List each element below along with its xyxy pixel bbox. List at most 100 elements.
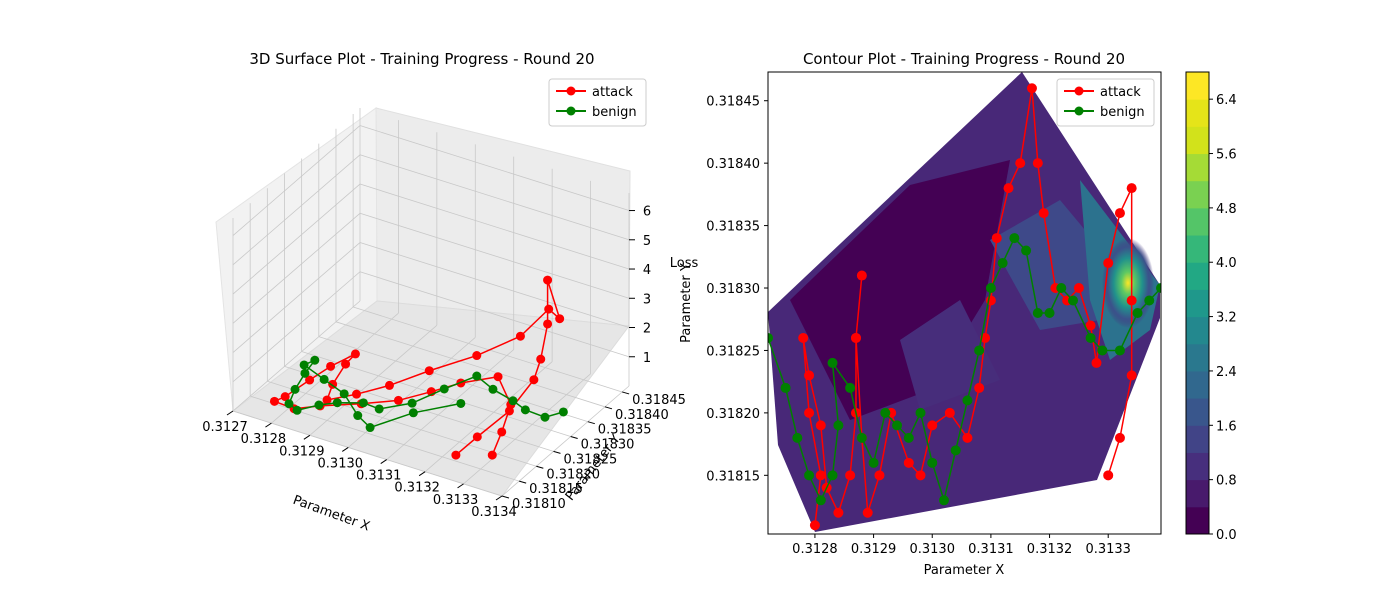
y-axis-label-contour: Parameter Y bbox=[679, 263, 694, 343]
y-tick-mark-3d bbox=[587, 421, 595, 425]
y-tick-mark-3d bbox=[621, 391, 630, 395]
point-contour-benign bbox=[1097, 345, 1108, 356]
y-tick-label-3d: 0.31820 bbox=[546, 467, 600, 482]
point-contour-benign bbox=[815, 495, 826, 506]
colorbar bbox=[1186, 72, 1209, 535]
point-contour-attack bbox=[833, 507, 844, 518]
grid-line bbox=[232, 242, 361, 353]
point-contour-attack bbox=[962, 432, 973, 443]
point-contour-attack bbox=[809, 520, 820, 531]
colorbar-ticks: 0.0 0.8 1.6 2.4 3.2 4.0 4.8 5.6 6.4 bbox=[1209, 93, 1237, 543]
point-3d-attack bbox=[384, 380, 394, 390]
point-3d-attack bbox=[472, 432, 482, 442]
point-contour-benign bbox=[962, 395, 973, 406]
colorbar-level bbox=[1186, 72, 1209, 100]
point-3d-benign bbox=[310, 355, 320, 365]
legend-3d-benign-label: benign bbox=[592, 105, 637, 120]
point-contour-benign bbox=[985, 283, 996, 294]
colorbar-tick-label: 0.8 bbox=[1216, 474, 1237, 489]
grid-line bbox=[359, 212, 630, 299]
point-contour-attack bbox=[1126, 370, 1137, 381]
colorbar-tick-label: 0.0 bbox=[1216, 528, 1237, 543]
grid-line bbox=[284, 366, 554, 452]
y-tick-mark-3d bbox=[604, 406, 613, 410]
x-tick-mark-3d bbox=[265, 422, 272, 428]
colorbar-tick-label: 4.8 bbox=[1216, 202, 1237, 217]
x-tick-label-3d: 0.3128 bbox=[241, 432, 287, 447]
point-contour-benign bbox=[915, 407, 926, 418]
point-contour-attack bbox=[927, 420, 938, 431]
grid-line bbox=[232, 271, 361, 383]
point-contour-attack bbox=[974, 382, 985, 393]
point-contour-benign bbox=[827, 470, 838, 481]
grid-line bbox=[232, 125, 361, 236]
point-3d-benign bbox=[299, 360, 309, 370]
y-tick-label-3d: 0.31810 bbox=[512, 497, 566, 512]
grid-line bbox=[359, 242, 630, 328]
point-contour-attack bbox=[856, 270, 867, 281]
y-tick-label-contour: 0.31840 bbox=[706, 157, 760, 172]
colorbar-level bbox=[1186, 289, 1209, 318]
point-contour-benign bbox=[768, 332, 773, 343]
grid-line bbox=[359, 125, 630, 211]
y-tick-mark-3d bbox=[501, 495, 510, 499]
colorbar-tick-label: 4.0 bbox=[1216, 256, 1237, 271]
point-contour-benign bbox=[833, 420, 844, 431]
point-contour-attack bbox=[815, 470, 826, 481]
point-3d-benign bbox=[408, 408, 418, 418]
plot-contour-title: Contour Plot - Training Progress - Round… bbox=[803, 50, 1125, 68]
y-tick-label-contour: 0.31830 bbox=[706, 282, 760, 297]
point-3d-benign bbox=[332, 398, 342, 408]
point-3d-attack bbox=[493, 372, 503, 382]
point-contour-benign bbox=[1144, 295, 1155, 306]
point-3d-benign bbox=[339, 389, 349, 399]
x-tick-mark-3d bbox=[418, 471, 426, 477]
legend-contour-benign-label: benign bbox=[1100, 105, 1145, 120]
legend-contour-attack-label: attack bbox=[1100, 85, 1141, 100]
point-3d-attack bbox=[497, 427, 507, 437]
point-3d-attack bbox=[529, 375, 539, 385]
point-contour-attack bbox=[991, 233, 1002, 244]
colorbar-level bbox=[1186, 479, 1209, 508]
x-tick-label-contour: 0.3132 bbox=[1027, 542, 1073, 557]
grid-line bbox=[318, 336, 588, 423]
grid-line bbox=[335, 321, 606, 408]
point-3d-benign bbox=[488, 384, 498, 394]
legend-contour-attack-marker bbox=[1074, 86, 1084, 96]
colorbar-level bbox=[1186, 425, 1209, 453]
point-3d-attack bbox=[393, 395, 403, 405]
z-tick-label-3d: 5 bbox=[643, 234, 651, 249]
point-3d-attack bbox=[305, 375, 315, 385]
x-tick-mark-3d bbox=[342, 447, 349, 452]
grid-line bbox=[232, 212, 361, 324]
point-contour-benign bbox=[1114, 345, 1125, 356]
point-3d-benign bbox=[374, 404, 384, 414]
point-3d-benign bbox=[358, 398, 368, 408]
point-contour-attack bbox=[1085, 320, 1096, 331]
point-contour-attack bbox=[815, 420, 826, 431]
point-contour-attack bbox=[1126, 183, 1137, 194]
x-tick-label-3d: 0.3134 bbox=[471, 505, 517, 520]
point-3d-benign bbox=[439, 384, 449, 394]
colorbar-level bbox=[1186, 506, 1209, 535]
point-contour-attack bbox=[850, 332, 861, 343]
y-tick-label-3d: 0.31830 bbox=[581, 438, 635, 453]
point-contour-attack bbox=[915, 470, 926, 481]
series-line-contour-benign bbox=[768, 236, 1161, 504]
point-contour-attack bbox=[1073, 283, 1084, 294]
point-3d-attack bbox=[472, 351, 482, 361]
x-axis-label-contour: Parameter X bbox=[924, 563, 1005, 578]
point-3d-attack bbox=[280, 392, 290, 402]
point-3d-benign bbox=[365, 423, 375, 433]
series-line-3d-attack bbox=[272, 279, 562, 456]
point-3d-attack bbox=[451, 450, 461, 460]
point-contour-benign bbox=[892, 420, 903, 431]
colorbar-tick-label: 1.6 bbox=[1216, 419, 1237, 434]
point-3d-attack bbox=[322, 395, 332, 405]
x-tick-mark-3d bbox=[495, 495, 503, 501]
contour-mid-region bbox=[900, 300, 1000, 410]
y-tick-label-contour: 0.31845 bbox=[706, 95, 760, 110]
point-contour-benign bbox=[804, 470, 815, 481]
x-tick-label-contour: 0.3131 bbox=[968, 542, 1014, 557]
point-3d-benign bbox=[292, 405, 302, 415]
